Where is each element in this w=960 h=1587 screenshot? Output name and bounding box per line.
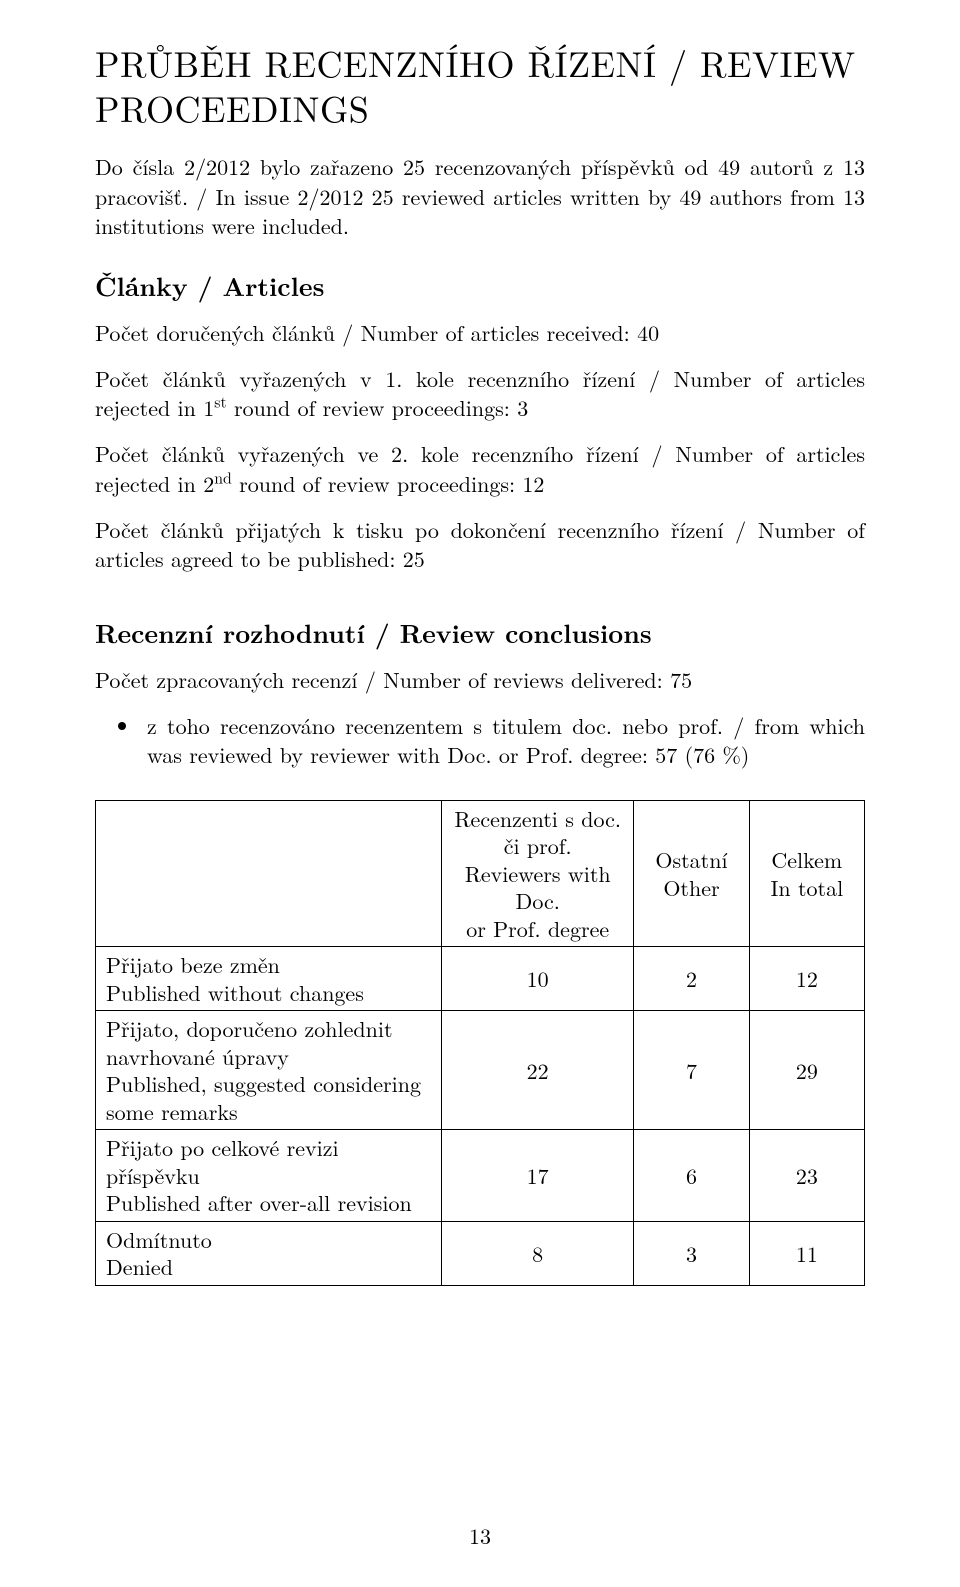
rejected2-sup: nd	[214, 465, 232, 488]
row0-l1: Přijato beze změn	[106, 949, 280, 980]
table-row: Odmítnuto Denied 8 3 11	[96, 1221, 865, 1285]
articles-published: Počet článků přijatých k tisku po dokonč…	[95, 515, 865, 574]
table-row: Přijato po celkové revizi příspěvku Publ…	[96, 1130, 865, 1222]
articles-received: Počet doručených článků / Number of arti…	[95, 318, 865, 348]
conclusions-bullet: z toho recenzováno recenzentem s titulem…	[141, 711, 865, 770]
row0-label: Přijato beze změn Published without chan…	[96, 947, 442, 1011]
row0-l2: Published without changes	[106, 977, 364, 1008]
rejected1-sup: st	[214, 390, 226, 413]
conclusions-heading: Recenzní rozhodnutí / Review conclusions	[95, 614, 865, 651]
h-col1-l1: Recenzenti s doc.	[454, 803, 621, 834]
review-table: Recenzenti s doc. či prof. Reviewers wit…	[95, 800, 865, 1286]
articles-heading: Články / Articles	[95, 267, 865, 304]
row3-l1: Odmítnuto	[106, 1224, 212, 1255]
row0-c3: 12	[749, 947, 864, 1011]
row2-c1: 17	[442, 1130, 634, 1222]
conclusions-list: z toho recenzováno recenzentem s titulem…	[95, 711, 865, 770]
row1-l1: Přijato, doporučeno zohlednit	[106, 1013, 393, 1044]
row2-label: Přijato po celkové revizi příspěvku Publ…	[96, 1130, 442, 1222]
table-row: Přijato, doporučeno zohlednit navrhované…	[96, 1011, 865, 1130]
page-title: PRŮBĚH RECENZNÍHO ŘÍZENÍ / REVIEW PROCEE…	[95, 40, 865, 130]
table-header-empty	[96, 800, 442, 947]
table-header-other: Ostatní Other	[634, 800, 749, 947]
table-header-doc-prof: Recenzenti s doc. či prof. Reviewers wit…	[442, 800, 634, 947]
row3-label: Odmítnuto Denied	[96, 1221, 442, 1285]
table-row: Přijato beze změn Published without chan…	[96, 947, 865, 1011]
row1-l4: some remarks	[106, 1096, 238, 1127]
row1-l2: navrhované úpravy	[106, 1041, 289, 1072]
row1-label: Přijato, doporučeno zohlednit navrhované…	[96, 1011, 442, 1130]
h-col2-l2: Other	[663, 872, 719, 903]
row2-c2: 6	[634, 1130, 749, 1222]
row3-l2: Denied	[106, 1251, 173, 1282]
row0-c2: 2	[634, 947, 749, 1011]
rejected2-post: round of review proceedings: 12	[232, 468, 545, 499]
row3-c3: 11	[749, 1221, 864, 1285]
page: PRŮBĚH RECENZNÍHO ŘÍZENÍ / REVIEW PROCEE…	[0, 0, 960, 1587]
row1-c2: 7	[634, 1011, 749, 1130]
intro-paragraph: Do čísla 2/2012 bylo zařazeno 25 recenzo…	[95, 152, 865, 241]
reviews-delivered: Počet zpracovaných recenzí / Number of r…	[95, 665, 865, 695]
row3-c2: 3	[634, 1221, 749, 1285]
row3-c1: 8	[442, 1221, 634, 1285]
row2-c3: 23	[749, 1130, 864, 1222]
articles-rejected-1st: Počet článků vyřazených v 1. kole recenz…	[95, 364, 865, 423]
table-header-total: Celkem In total	[749, 800, 864, 947]
h-col1-l4: or Prof. degree	[466, 913, 609, 944]
row2-l1: Přijato po celkové revizi příspěvku	[106, 1132, 339, 1191]
page-number: 13	[0, 1520, 960, 1551]
row0-c1: 10	[442, 947, 634, 1011]
row1-c1: 22	[442, 1011, 634, 1130]
h-col2-l1: Ostatní	[655, 844, 727, 875]
row1-l3: Published, suggested considering	[106, 1068, 421, 1099]
h-col3-l2: In total	[770, 872, 843, 903]
row1-c3: 29	[749, 1011, 864, 1130]
h-col1-l2: či prof.	[504, 830, 572, 861]
row2-l2: Published after over-all revision	[106, 1187, 412, 1218]
rejected1-post: round of review proceedings: 3	[227, 392, 529, 423]
h-col1-l3: Reviewers with Doc.	[465, 858, 611, 917]
table-header-row: Recenzenti s doc. či prof. Reviewers wit…	[96, 800, 865, 947]
articles-rejected-2nd: Počet článků vyřazených ve 2. kole recen…	[95, 439, 865, 498]
h-col3-l1: Celkem	[771, 844, 842, 875]
